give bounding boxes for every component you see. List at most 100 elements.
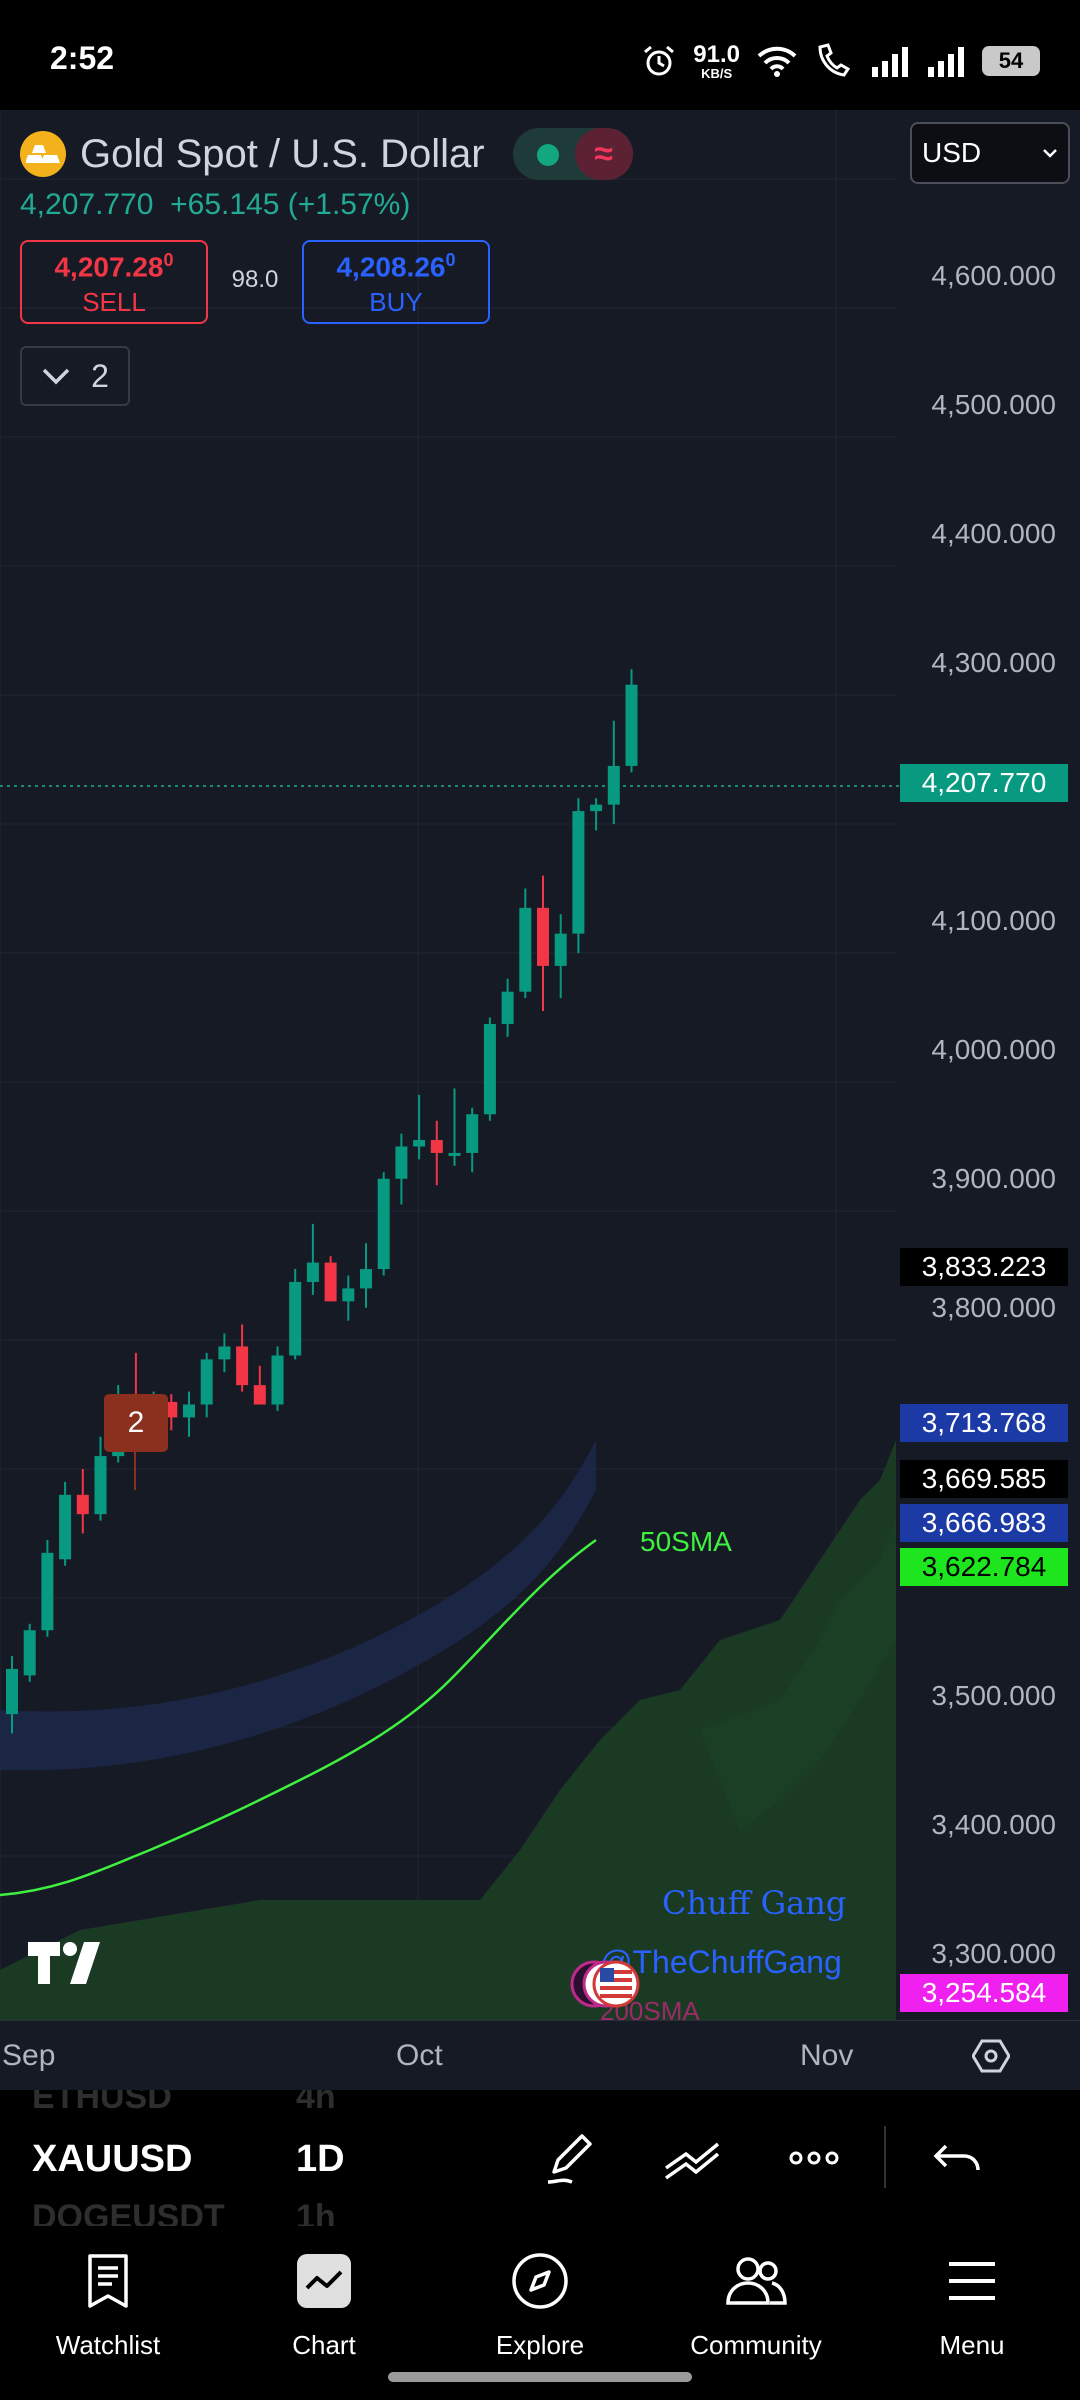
candle: [218, 1333, 231, 1373]
sma50-label: 50SMA: [640, 1526, 732, 1557]
price-change: +65.145 (+1.57%): [170, 188, 411, 221]
candle: [466, 1107, 479, 1173]
buy-label: BUY: [369, 287, 423, 318]
candle-body: [537, 907, 549, 966]
network-speed: 91.0 KB/S: [693, 40, 740, 80]
chevron-down-icon: [42, 368, 70, 385]
market-status-pill[interactable]: ≈: [512, 128, 633, 180]
candle: [271, 1346, 284, 1411]
y-axis-label: 4,400.000: [931, 518, 1056, 549]
candle: [519, 888, 532, 999]
currency-select[interactable]: USD: [910, 122, 1070, 184]
event-marker[interactable]: 2: [104, 1394, 168, 1452]
y-axis-label: 3,400.000: [931, 1809, 1056, 1840]
market-open-dot-icon: [536, 144, 559, 166]
event-marker-stem: [134, 1452, 136, 1490]
picker-interval-below: 1h: [296, 2198, 336, 2226]
sell-button[interactable]: 4,207.280 SELL: [20, 240, 208, 324]
nav-label: Community: [690, 2330, 822, 2360]
candle-body: [23, 1630, 36, 1676]
buy-price-sup: 0: [445, 250, 456, 270]
pencil-icon[interactable]: [540, 2126, 604, 2190]
watchlist-icon: [88, 2254, 128, 2308]
symbol-title[interactable]: Gold Spot / U.S. Dollar: [80, 131, 485, 176]
symbol-header[interactable]: Gold Spot / U.S. Dollar ≈: [20, 128, 633, 180]
candle: [537, 875, 549, 1012]
buy-button[interactable]: 4,208.260 BUY: [302, 240, 490, 324]
bottom-navigation: Watchlist Chart Explore Community Menu: [0, 2226, 1080, 2400]
time-axis[interactable]: Sep Oct Nov: [0, 2020, 1080, 2091]
currency-value: USD: [922, 137, 982, 168]
community-icon: [726, 2257, 787, 2305]
regression-channel: [0, 1440, 596, 1771]
nav-label: Chart: [292, 2330, 356, 2360]
price-tag: 3,666.983: [900, 1504, 1068, 1542]
chart-area[interactable]: 4,600.000 4,500.000 4,400.000 4,300.000 …: [0, 110, 1080, 2020]
candle: [395, 1133, 408, 1205]
net-speed-value: 91.0: [693, 40, 740, 68]
price-chart[interactable]: [0, 110, 1080, 2020]
y-axis-label: 4,000.000: [931, 1034, 1056, 1065]
candle-body: [448, 1152, 461, 1156]
candle: [23, 1623, 36, 1682]
chevron-down-icon: [1043, 149, 1057, 158]
home-indicator[interactable]: [388, 2372, 692, 2382]
compass-icon: [512, 2253, 568, 2309]
candle-body: [6, 1668, 18, 1715]
candle: [94, 1436, 107, 1521]
undo-icon[interactable]: [926, 2126, 990, 2190]
candle-body: [324, 1262, 337, 1302]
interval-picker[interactable]: 1D: [296, 2138, 345, 2180]
symbol-picker[interactable]: XAUUSD: [32, 2138, 193, 2180]
y-axis-label: 3,900.000: [931, 1163, 1056, 1194]
menu-icon: [949, 2262, 995, 2300]
candle-body: [183, 1404, 195, 1418]
candle-body: [41, 1552, 54, 1631]
candle: [483, 1017, 496, 1121]
nav-label: Explore: [495, 2330, 585, 2360]
grid-lines: [0, 110, 896, 2020]
ichimoku-cloud: [0, 1440, 896, 2020]
candle: [253, 1365, 266, 1405]
nav-community[interactable]: Community: [656, 2246, 856, 2361]
candle-body: [413, 1140, 426, 1147]
picker-interval-above: 4h: [296, 2090, 336, 2116]
candle-body: [165, 1401, 178, 1418]
ichimoku-cloud-upper: [700, 1520, 896, 1830]
nav-watchlist[interactable]: Watchlist: [8, 2246, 208, 2361]
tradingview-logo[interactable]: [26, 1938, 110, 1991]
candle-body: [466, 1114, 479, 1153]
watermark-name: Chuff Gang: [662, 1884, 847, 1922]
trend-lines-icon[interactable]: [660, 2126, 724, 2190]
candle-body: [519, 907, 532, 992]
indicators-toggle-button[interactable]: 2: [20, 346, 130, 406]
candle-body: [289, 1281, 302, 1356]
status-icons: 91.0 KB/S 54: [641, 36, 1040, 86]
candle: [501, 978, 514, 1037]
y-axis-label: 4,100.000: [931, 905, 1056, 936]
wifi-icon: [757, 46, 797, 77]
candle: [572, 798, 585, 953]
sell-label: SELL: [82, 287, 146, 318]
gold-bars-icon: [20, 131, 66, 177]
nav-label: Watchlist: [55, 2330, 161, 2360]
y-axis-label: 3,800.000: [931, 1292, 1056, 1323]
candle: [59, 1481, 72, 1566]
candle-body: [590, 804, 603, 812]
nav-explore[interactable]: Explore: [440, 2246, 640, 2361]
price-tag: 3,254.584: [900, 1974, 1068, 2012]
candle-body: [271, 1355, 284, 1405]
buy-price: 4,208.26: [336, 251, 446, 283]
us-flag-events-icon[interactable]: [570, 1956, 650, 2012]
nav-menu[interactable]: Menu: [872, 2246, 1072, 2361]
candle: [625, 669, 638, 773]
chart-settings-icon[interactable]: [972, 2037, 1010, 2075]
chart-icon: [297, 2254, 351, 2308]
nav-label: Menu: [939, 2330, 1005, 2360]
nav-chart[interactable]: Chart: [224, 2246, 424, 2361]
candle-body: [572, 811, 585, 934]
price-tag: 3,713.768: [900, 1404, 1068, 1442]
more-icon[interactable]: [782, 2126, 846, 2190]
candle: [607, 720, 620, 824]
candle: [41, 1539, 54, 1637]
